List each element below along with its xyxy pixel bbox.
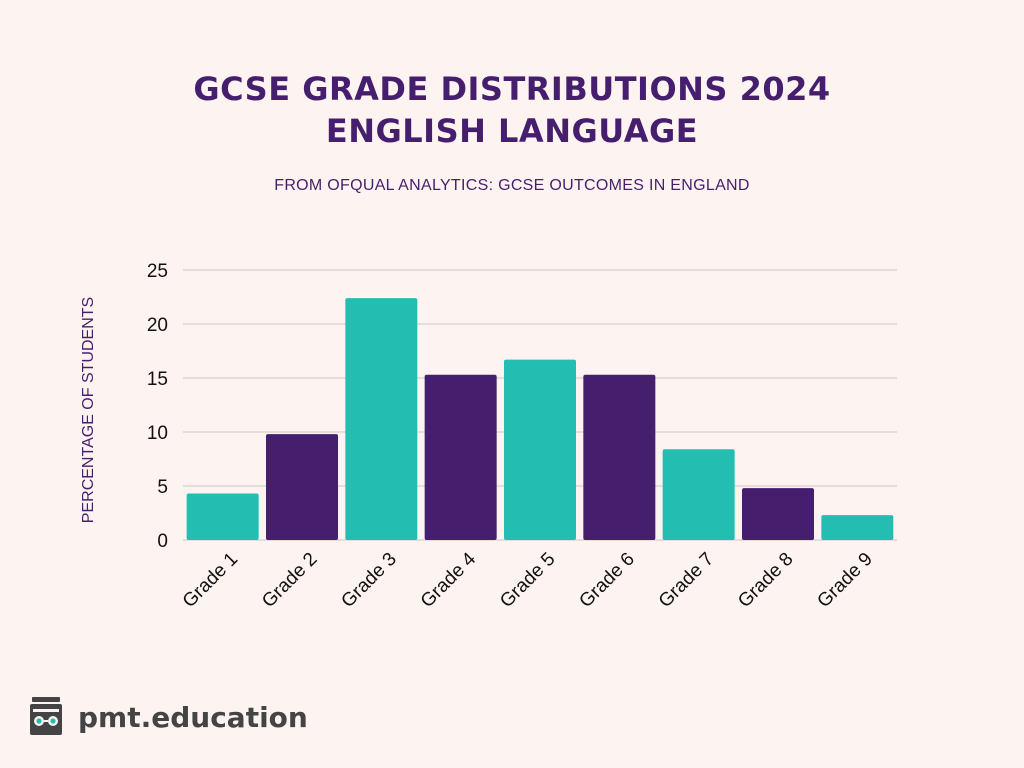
y-axis-label: PERCENTAGE OF STUDENTS [80,297,97,523]
y-axis-ticks: 0 5 10 15 20 25 [147,261,168,552]
x-tick-label: Grade 5 [496,549,559,612]
bar-grade-5 [504,359,576,540]
x-tick-label: Grade 6 [575,549,638,612]
y-tick-label: 15 [147,369,168,390]
chart-subtitle: FROM OFQUAL ANALYTICS: GCSE OUTCOMES IN … [274,177,750,194]
x-tick-label: Grade 8 [734,549,797,612]
footer-logo: pmt.education [24,692,308,742]
bar-grade-3 [345,298,418,540]
chart-title-line-1: GCSE GRADE DISTRIBUTIONS 2024 [193,70,831,108]
x-tick-label: Grade 1 [179,549,242,612]
y-tick-label: 0 [157,531,168,552]
y-tick-label: 10 [147,423,168,444]
x-tick-label: Grade 9 [813,549,876,612]
book-glasses-icon [30,697,62,735]
x-tick-label: Grade 7 [655,549,718,612]
bar-grade-2 [266,434,338,540]
x-axis-ticks: Grade 1 Grade 2 Grade 3 Grade 4 Grade 5 Grade… [179,548,877,612]
bar-grade-8 [742,488,814,540]
bar-grade-7 [662,449,735,540]
chart-title: GCSE GRADE DISTRIBUTIONS 2024 ENGLISH LA… [0,68,1024,152]
y-tick-label: 25 [147,261,168,282]
bars [186,298,894,540]
bar-grade-1 [186,493,259,540]
y-tick-label: 20 [147,315,168,336]
x-tick-label: Grade 3 [337,549,400,612]
bar-grade-9 [821,515,894,540]
bar-grade-6 [583,374,656,540]
chart-title-line-2: ENGLISH LANGUAGE [325,112,699,150]
x-tick-label: Grade 2 [258,549,321,612]
brand-name: pmt.education [78,700,308,734]
y-tick-label: 5 [157,477,168,498]
x-tick-label: Grade 4 [417,548,481,612]
bar-grade-4 [424,374,497,540]
